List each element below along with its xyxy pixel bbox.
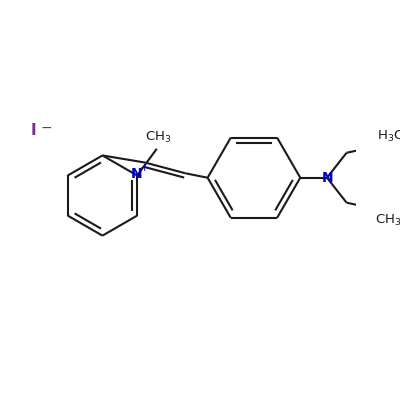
Text: N: N (130, 167, 142, 181)
Text: N: N (322, 171, 334, 185)
Text: H$_3$C: H$_3$C (377, 129, 400, 144)
Text: +: + (140, 163, 149, 173)
Text: −: − (40, 121, 52, 135)
Text: I: I (31, 123, 37, 138)
Text: CH$_3$: CH$_3$ (145, 130, 172, 145)
Text: CH$_3$: CH$_3$ (375, 213, 400, 228)
